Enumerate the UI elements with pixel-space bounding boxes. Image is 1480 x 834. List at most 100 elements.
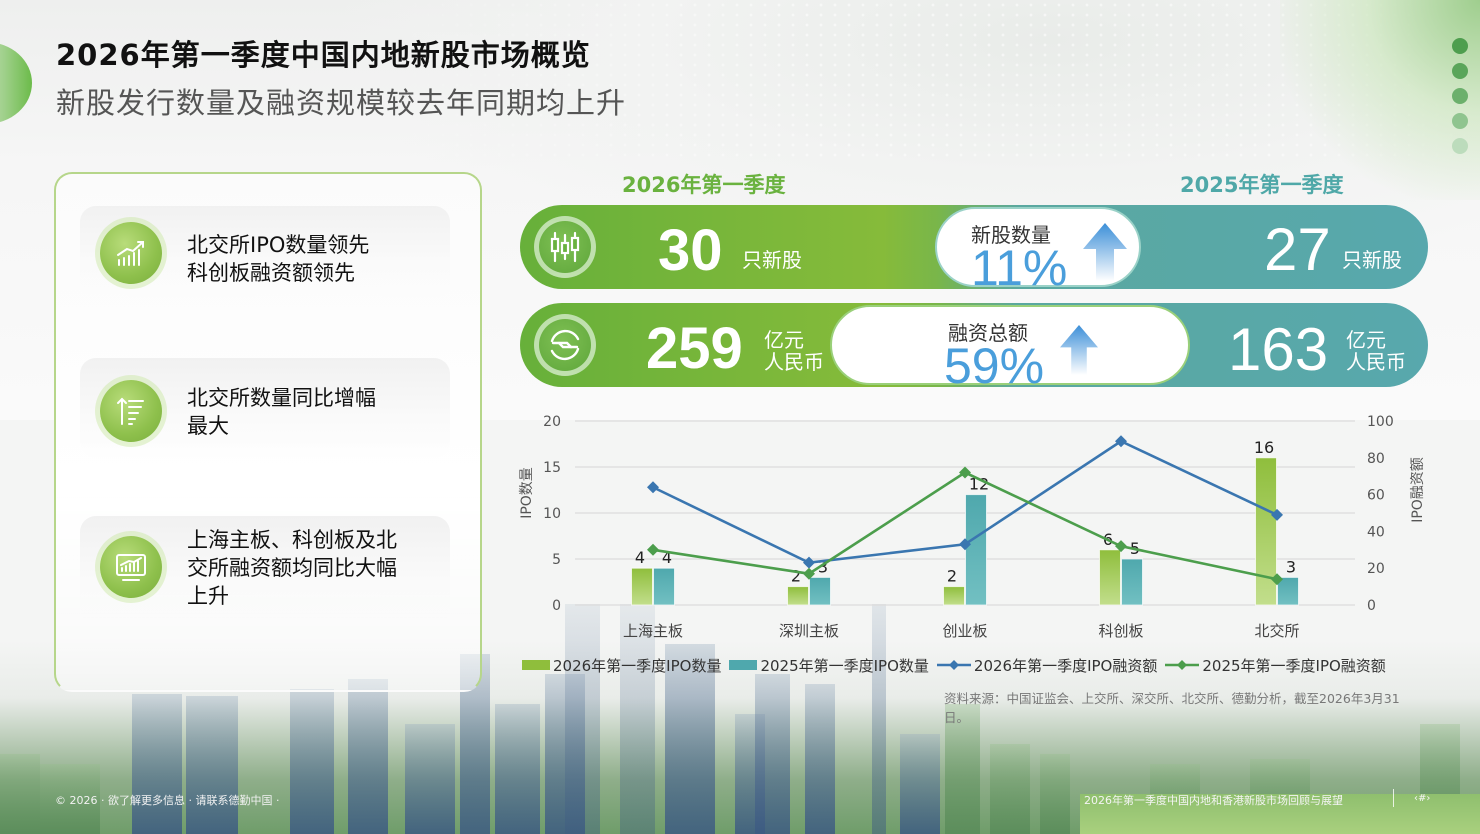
slide-nav-dots: [1452, 38, 1468, 163]
left-tick-label: 15: [543, 460, 561, 476]
left-tick-label: 0: [552, 598, 561, 614]
nav-dot-1[interactable]: [1452, 38, 1468, 54]
nav-dot-3[interactable]: [1452, 88, 1468, 104]
highlight-text: 北交所数量同比增幅 最大: [187, 386, 376, 438]
x-tick-label: 创业板: [942, 622, 987, 640]
x-axis-labels: 上海主板 深圳主板 创业板 科创板 北交所: [623, 622, 1300, 640]
legend-item[interactable]: 2026年第一季度IPO融资额: [936, 655, 1157, 676]
bar: [653, 567, 675, 606]
right-tick-label: 0: [1367, 598, 1376, 614]
monitor-chart-icon: [100, 536, 162, 598]
legend-label: 2026年第一季度IPO数量: [553, 656, 722, 675]
highlight-card: 北交所数量同比增幅 最大: [80, 358, 450, 458]
highlight-text: 上海主板、科创板及北 交所融资额均同比大幅 上升: [187, 528, 397, 608]
bar-value-label: 2: [791, 567, 801, 586]
currency-exchange-icon: [534, 314, 596, 376]
line-marker: [803, 567, 815, 580]
highlight-card: 北交所IPO数量领先 科创板融资额领先: [80, 206, 450, 298]
left-axis-ticks: 0 5 10 15 20: [543, 414, 561, 614]
page-title: 2026年第一季度中国内地新股市场概览: [56, 38, 591, 72]
legend-item[interactable]: 2025年第一季度IPO数量: [729, 655, 929, 676]
sort-ascending-icon: [100, 380, 162, 442]
bar: [787, 586, 809, 606]
right-axis-ticks: 0 20 40 60 80 100: [1367, 414, 1394, 614]
line-marker: [1115, 435, 1127, 448]
current-financing-unit: 亿元 人民币: [764, 328, 824, 374]
decorative-corner-glow: [1280, 0, 1480, 200]
previous-ipo-count: 27: [1264, 216, 1331, 283]
right-tick-label: 20: [1367, 561, 1385, 577]
legend-item[interactable]: 2025年第一季度IPO融资额: [1165, 655, 1386, 676]
ipo-count-metric-label: 新股数量: [971, 223, 1051, 247]
line-marker: [959, 538, 971, 551]
bar: [1121, 558, 1143, 606]
ipo-count-comparison: 30 只新股 新股数量 11% 27 只新股: [520, 205, 1428, 293]
city-skyline-image: [0, 600, 1480, 834]
current-ipo-count: 30: [658, 218, 723, 283]
footer-report-title: 2026年第一季度中国内地和香港新股市场回顾与展望: [1084, 794, 1343, 807]
legend-label: 2025年第一季度IPO融资额: [1202, 656, 1386, 675]
legend-swatch: [729, 660, 758, 670]
bar-value-label: 4: [635, 548, 645, 567]
bar: [631, 567, 653, 606]
nav-dot-2[interactable]: [1452, 63, 1468, 79]
bar-value-label: 3: [1286, 557, 1296, 576]
legend-swatch: [1165, 660, 1200, 670]
highlight-card: 上海主板、科创板及北 交所融资额均同比大幅 上升: [80, 516, 450, 624]
financing-comparison: 259 亿元 人民币 融资总额 59% 163 亿元 人民币: [520, 303, 1428, 391]
bar-value-label: 16: [1254, 438, 1274, 457]
bar: [809, 576, 831, 606]
page-subtitle: 新股发行数量及融资规模较去年同期均上升: [56, 86, 627, 120]
left-tick-label: 20: [543, 414, 561, 430]
ipo-count-change-badge: 新股数量 11%: [935, 207, 1141, 293]
line-marker: [959, 466, 971, 479]
footer-page-number: ‹#›: [1414, 793, 1431, 804]
chart-lines: [647, 435, 1283, 586]
line-marker: [803, 556, 815, 569]
left-tick-label: 5: [552, 552, 561, 568]
previous-financing-amount: 163: [1228, 316, 1329, 383]
right-tick-label: 100: [1367, 414, 1394, 430]
legend-label: 2025年第一季度IPO数量: [760, 656, 929, 675]
left-tick-label: 10: [543, 506, 561, 522]
legend-swatch: [936, 660, 971, 670]
chart-legend: 2026年第一季度IPO数量 2025年第一季度IPO数量 2026年第一季度IPO…: [522, 655, 1394, 675]
line-marker: [1271, 573, 1283, 586]
footer-copyright: © 2026 · 欲了解更多信息 · 请联系德勤中国 ·: [55, 794, 280, 807]
up-arrow-icon: [1083, 223, 1127, 281]
nav-dot-4[interactable]: [1452, 113, 1468, 129]
line-marker: [647, 543, 659, 556]
legend-swatch: [522, 660, 550, 670]
right-tick-label: 60: [1367, 488, 1385, 504]
previous-financing-unit: 亿元 人民币: [1346, 328, 1406, 374]
bar: [1099, 549, 1121, 606]
growth-chart-icon: [100, 222, 162, 284]
current-quarter-label: 2026年第一季度: [622, 173, 786, 197]
line-marker: [647, 481, 659, 494]
previous-quarter-label: 2025年第一季度: [1180, 173, 1344, 197]
right-tick-label: 40: [1367, 524, 1385, 540]
up-arrow-icon: [1060, 324, 1098, 376]
bar: [1255, 457, 1277, 606]
right-tick-label: 80: [1367, 451, 1385, 467]
nav-dot-5[interactable]: [1452, 138, 1468, 154]
previous-ipo-count-unit: 只新股: [1342, 248, 1402, 272]
source-note: 资料来源：中国证监会、上交所、深交所、北交所、德勤分析，截至2026年3月31日…: [944, 691, 1400, 725]
current-ipo-count-unit: 只新股: [742, 248, 802, 272]
bar-value-label: 2: [947, 567, 957, 586]
x-tick-label: 深圳主板: [779, 622, 839, 640]
highlights-panel: 北交所IPO数量领先 科创板融资额领先 北交所数量同比增幅 最大 上海主板、科创…: [54, 172, 482, 692]
candlestick-icon: [534, 216, 596, 278]
right-axis-label: IPO融资额: [1410, 457, 1426, 523]
bar: [965, 494, 987, 606]
legend-item[interactable]: 2026年第一季度IPO数量: [522, 655, 721, 676]
highlight-text: 北交所IPO数量领先 科创板融资额领先: [187, 233, 370, 285]
bar: [943, 586, 965, 606]
financing-change-pct: 59%: [944, 338, 1045, 394]
x-tick-label: 北交所: [1254, 622, 1299, 640]
x-tick-label: 科创板: [1098, 622, 1143, 640]
bar: [1277, 576, 1299, 606]
footer-divider: [1393, 789, 1394, 807]
